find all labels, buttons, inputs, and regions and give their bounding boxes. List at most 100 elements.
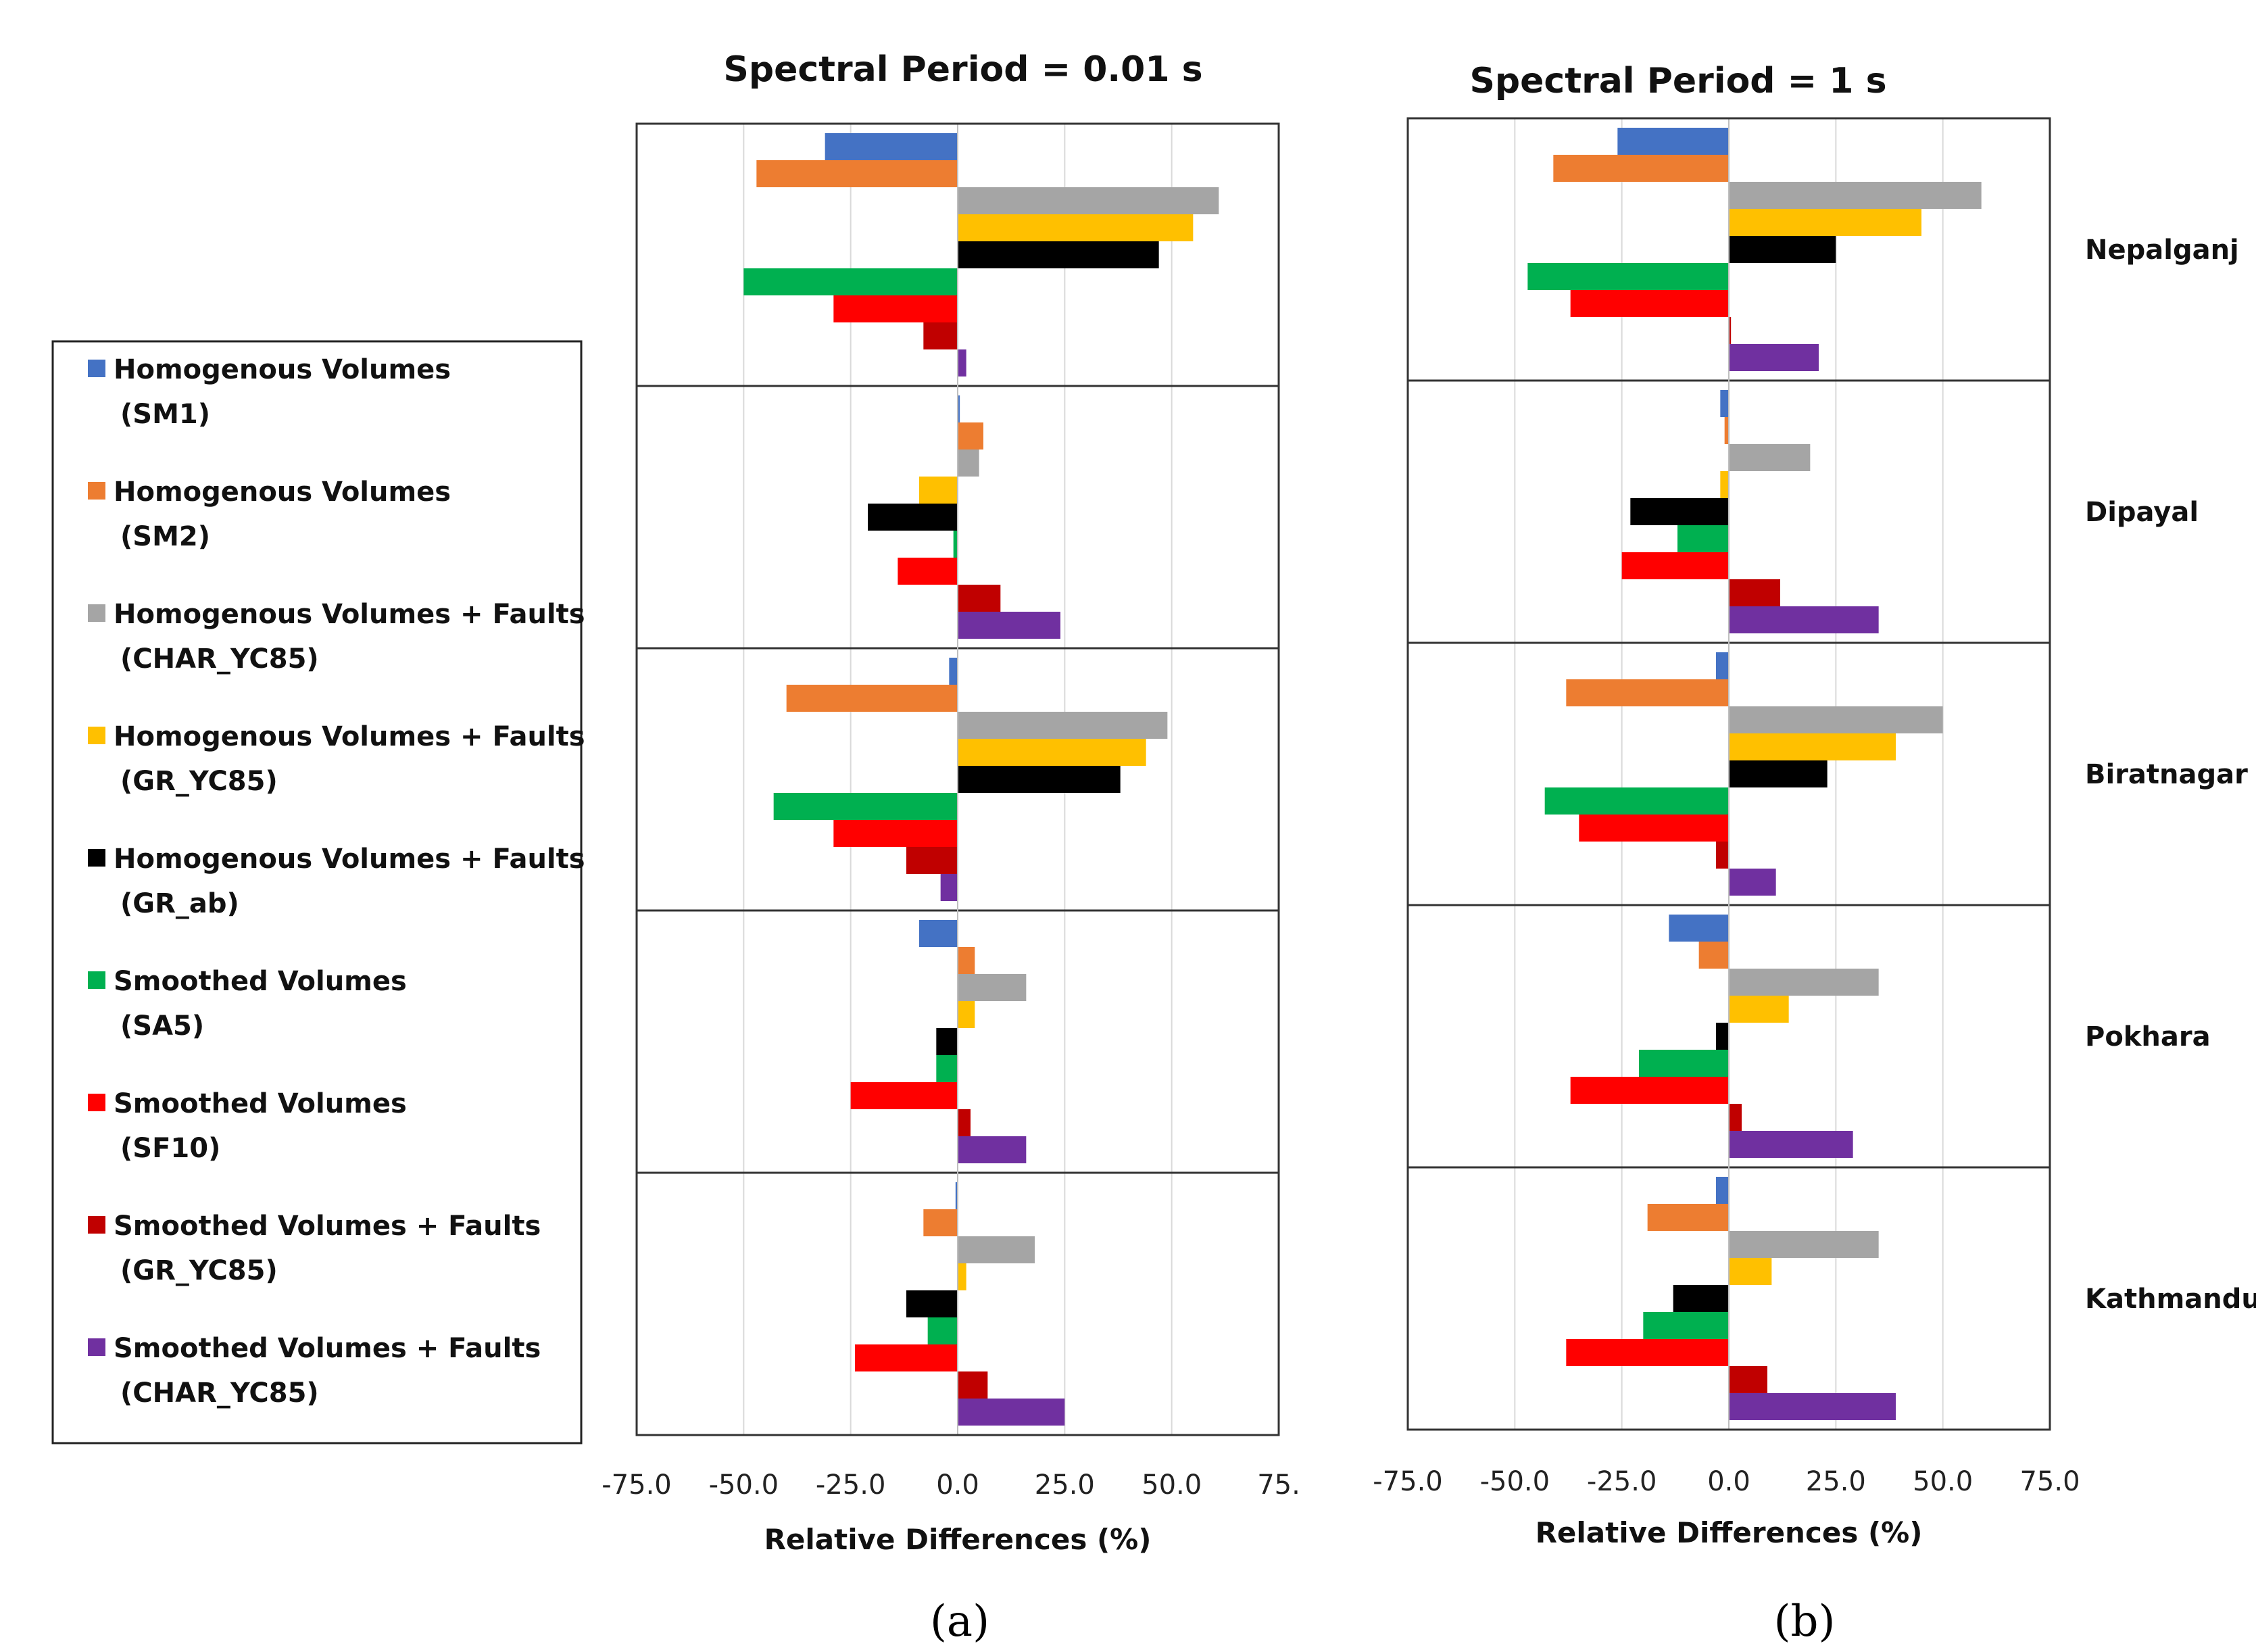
bar-dipayal-5: [1630, 498, 1729, 525]
bar-nepalganj-5: [1729, 236, 1836, 263]
legend-sublabel-9: (CHAR_YC85): [120, 1378, 319, 1409]
bar-dipayal-8: [958, 585, 1001, 612]
legend-sublabel-3: (CHAR_YC85): [120, 643, 319, 675]
x-axis-label: Relative Differences (%): [1536, 1516, 1923, 1549]
x-tick-label: 75.0: [2019, 1466, 2080, 1497]
bar-kathmandu-4: [958, 1263, 966, 1290]
bar-biratnagar-2: [786, 685, 958, 712]
bar-dipayal-2: [1724, 417, 1729, 444]
panel-label: (a): [930, 1597, 989, 1647]
bar-nepalganj-7: [833, 295, 958, 322]
bar-dipayal-4: [1720, 471, 1729, 498]
bar-dipayal-7: [898, 558, 958, 585]
bar-kathmandu-2: [923, 1209, 958, 1236]
bar-kathmandu-9: [1729, 1393, 1896, 1420]
legend-label-8: Smoothed Volumes + Faults: [114, 1211, 541, 1242]
bar-dipayal-1: [958, 395, 960, 422]
bar-nepalganj-2: [1553, 155, 1729, 182]
bar-dipayal-5: [868, 504, 958, 531]
bar-biratnagar-3: [1729, 706, 1943, 733]
bar-pokhara-8: [1729, 1104, 1742, 1131]
bar-kathmandu-6: [1643, 1312, 1729, 1339]
bar-kathmandu-7: [855, 1344, 958, 1371]
bar-kathmandu-3: [1729, 1231, 1879, 1258]
bar-kathmandu-1: [955, 1182, 958, 1209]
site-label-kathmandu: Kathmandu: [2085, 1284, 2256, 1315]
bar-kathmandu-8: [1729, 1366, 1767, 1393]
bar-biratnagar-5: [958, 766, 1121, 793]
bar-nepalganj-6: [1527, 263, 1729, 290]
bar-kathmandu-3: [958, 1236, 1035, 1263]
x-tick-label: -25.0: [1587, 1466, 1657, 1497]
bar-kathmandu-2: [1647, 1204, 1729, 1231]
bar-dipayal-6: [1677, 525, 1729, 552]
site-label-nepalganj: Nepalganj: [2085, 235, 2239, 266]
legend-sublabel-2: (SM2): [120, 521, 210, 552]
bar-dipayal-3: [1729, 444, 1811, 471]
bar-biratnagar-7: [1579, 815, 1729, 842]
site-label-biratnagar: Biratnagar: [2085, 759, 2248, 790]
bar-pokhara-1: [919, 920, 958, 947]
legend-label-3: Homogenous Volumes + Faults: [114, 599, 585, 630]
bar-nepalganj-8: [1729, 317, 1732, 344]
bar-pokhara-7: [850, 1082, 958, 1109]
plot-frame: [635, 122, 1280, 1436]
legend-sublabel-4: (GR_YC85): [120, 766, 278, 797]
chart-panel-a: Spectral Period = 0.01 s -75.0 -50.0 -25.0 0…: [602, 49, 1300, 1647]
chart-title: Spectral Period = 1 s: [1469, 61, 1886, 101]
bar-kathmandu-1: [1716, 1177, 1729, 1204]
legend-sublabel-5: (GR_ab): [120, 888, 239, 919]
x-tick-label: 75.: [1257, 1469, 1300, 1501]
bar-biratnagar-9: [940, 874, 958, 901]
x-tick-label: -50.0: [1480, 1466, 1550, 1497]
bar-nepalganj-1: [1617, 128, 1729, 155]
bar-pokhara-9: [958, 1136, 1027, 1163]
bar-nepalganj-1: [825, 133, 958, 160]
legend-box: [51, 340, 583, 1444]
bar-pokhara-3: [1729, 969, 1879, 996]
bar-pokhara-3: [958, 974, 1027, 1001]
bar-biratnagar-1: [949, 658, 958, 685]
bar-kathmandu-7: [1566, 1339, 1729, 1366]
x-tick-label: -75.0: [602, 1469, 672, 1501]
x-tick-label: -50.0: [709, 1469, 779, 1501]
legend-swatch-4: [88, 727, 105, 744]
bar-dipayal-9: [1729, 606, 1879, 633]
legend-swatch-8: [88, 1216, 105, 1234]
site-label-pokhara: Pokhara: [2085, 1021, 2211, 1052]
bar-kathmandu-8: [958, 1371, 988, 1399]
bar-pokhara-7: [1570, 1077, 1729, 1104]
bar-biratnagar-1: [1716, 652, 1729, 679]
legend-sublabel-7: (SF10): [120, 1133, 220, 1164]
bar-pokhara-6: [936, 1055, 958, 1082]
chart-title: Spectral Period = 0.01 s: [723, 49, 1202, 90]
bar-biratnagar-9: [1729, 869, 1776, 896]
bar-biratnagar-6: [1544, 787, 1729, 815]
bar-pokhara-2: [1698, 942, 1729, 969]
plot-frame: [1406, 117, 2051, 1431]
bar-pokhara-6: [1639, 1050, 1729, 1077]
bar-biratnagar-2: [1566, 679, 1729, 706]
panel-label: (b): [1774, 1597, 1836, 1647]
bar-nepalganj-3: [958, 187, 1219, 214]
legend-sublabel-1: (SM1): [120, 399, 210, 430]
bar-nepalganj-2: [756, 160, 958, 187]
bar-pokhara-4: [958, 1001, 975, 1028]
bar-dipayal-2: [958, 422, 983, 450]
x-tick-label: 25.0: [1806, 1466, 1866, 1497]
bar-pokhara-1: [1669, 915, 1729, 942]
legend-label-4: Homogenous Volumes + Faults: [114, 721, 585, 752]
legend-label-1: Homogenous Volumes: [114, 354, 451, 385]
bar-nepalganj-7: [1570, 290, 1729, 317]
legend-label-9: Smoothed Volumes + Faults: [114, 1333, 541, 1364]
bar-pokhara-9: [1729, 1131, 1853, 1158]
bar-kathmandu-5: [1673, 1285, 1729, 1312]
bar-nepalganj-5: [958, 241, 1159, 268]
bar-nepalganj-4: [1729, 209, 1921, 236]
bar-dipayal-9: [958, 612, 1060, 639]
bar-biratnagar-7: [833, 820, 958, 847]
bar-dipayal-3: [958, 450, 979, 477]
bar-dipayal-6: [953, 531, 958, 558]
bar-pokhara-2: [958, 947, 975, 974]
